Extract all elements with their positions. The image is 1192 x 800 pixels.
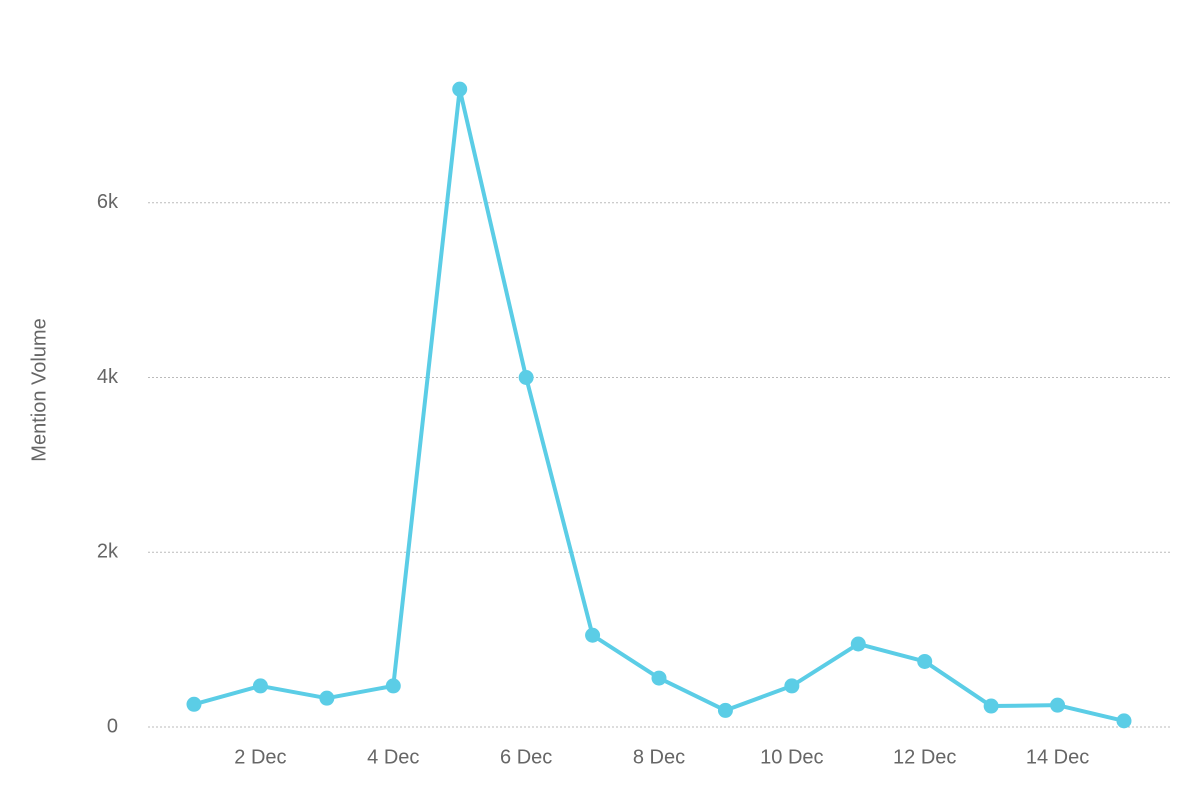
x-tick-label: 12 Dec [893,746,956,768]
point [585,627,601,643]
x-tick-label: 2 Dec [234,746,286,768]
point [186,696,202,712]
x-tick-label: 4 Dec [367,746,419,768]
point [1050,697,1066,713]
point [518,370,534,385]
point [651,670,667,686]
x-tick-label: 14 Dec [1026,746,1089,768]
y-tick-label: 2k [97,541,119,563]
point [452,81,468,97]
y-tick-label: 0 [107,715,118,737]
point [319,690,335,706]
x-tick-label: 10 Dec [760,746,823,768]
point [385,678,401,694]
point [850,636,866,652]
point [784,678,800,694]
point [717,702,733,718]
point [252,678,268,694]
y-axis-label: Mention Volume [28,318,50,461]
point [1116,713,1132,729]
point [917,653,933,669]
y-tick-label: 4k [97,366,119,388]
line [193,87,1125,723]
x-tick-label: 6 Dec [500,746,552,768]
y-tick-label: 6k [97,191,119,213]
point [983,698,999,714]
x-tick-label: 8 Dec [633,746,685,768]
